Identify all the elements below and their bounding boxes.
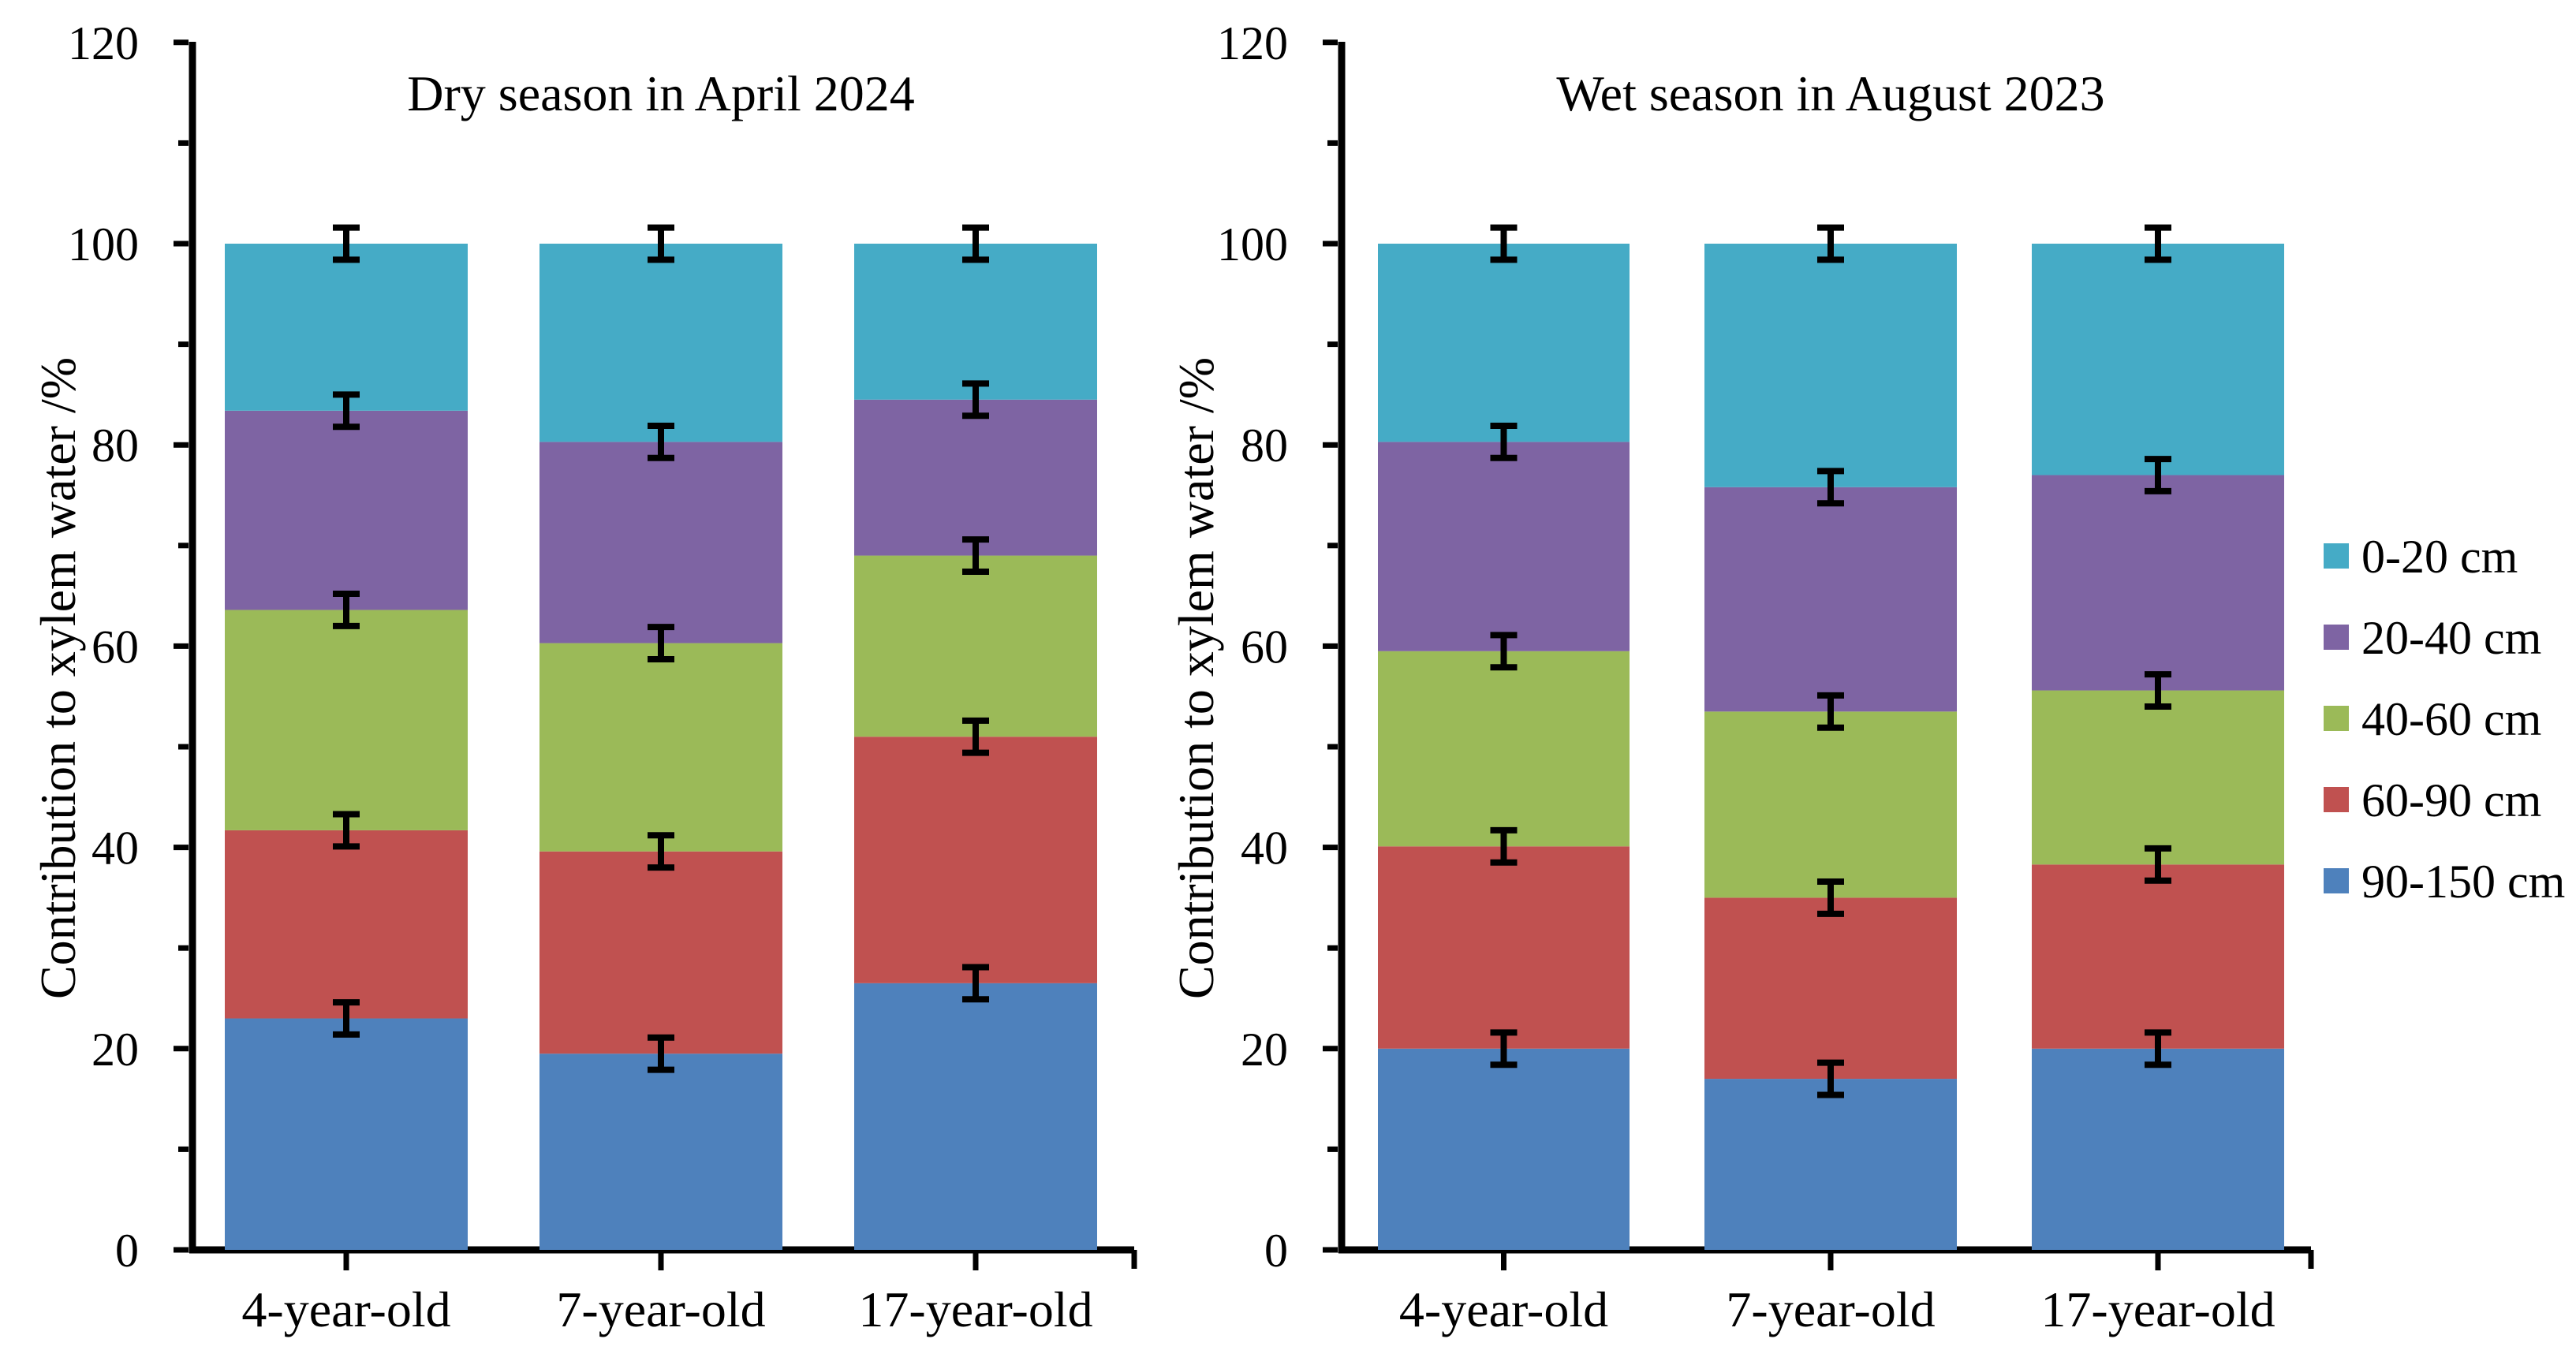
legend-label-90-150cm: 90-150 cm xyxy=(2361,856,2565,908)
legend-swatch-40-60cm xyxy=(2324,706,2349,731)
bar-segment-60-90cm xyxy=(1378,846,1630,1049)
x-category-label: 17-year-old xyxy=(2040,1281,2275,1337)
bar-segment-90-150cm xyxy=(854,983,1097,1250)
bar-segment-60-90cm xyxy=(539,851,782,1054)
bar-segment-90-150cm xyxy=(1378,1048,1630,1250)
y-axis-title-wet: Contribution to xylem water /% xyxy=(1168,357,1224,999)
bar-segment-20-40cm xyxy=(1704,487,1957,712)
bar-segment-90-150cm xyxy=(2032,1048,2284,1250)
bar-segment-20-40cm xyxy=(2032,475,2284,691)
bar-segment-60-90cm xyxy=(225,830,468,1019)
bar-segment-60-90cm xyxy=(854,737,1097,983)
y-tick-label: 20 xyxy=(91,1024,139,1076)
y-tick-label: 60 xyxy=(91,621,139,673)
legend-label-0-20cm: 0-20 cm xyxy=(2361,531,2518,583)
legend-swatch-60-90cm xyxy=(2324,787,2349,812)
panel-title-dry: Dry season in April 2024 xyxy=(407,65,915,121)
bar-segment-0-20cm xyxy=(2032,244,2284,476)
y-tick-label: 120 xyxy=(68,17,139,69)
legend-label-60-90cm: 60-90 cm xyxy=(2361,774,2541,826)
panel-dry: 0 20 40 60 80 100 120 4-year-old 7-year-old 17-ye… xyxy=(68,17,1137,1337)
bar-segment-90-150cm xyxy=(1704,1079,1957,1250)
y-tick-label: 120 xyxy=(1217,17,1288,69)
y-tick-label: 40 xyxy=(1241,822,1288,875)
bar-segment-40-60cm xyxy=(854,555,1097,737)
bar-segment-60-90cm xyxy=(2032,864,2284,1049)
legend-label-20-40cm: 20-40 cm xyxy=(2361,612,2541,664)
x-category-label: 4-year-old xyxy=(1399,1281,1608,1337)
legend-label-40-60cm: 40-60 cm xyxy=(2361,693,2541,745)
legend-swatch-20-40cm xyxy=(2324,625,2349,650)
bar-segment-0-20cm xyxy=(854,244,1097,400)
x-category-label: 4-year-old xyxy=(241,1281,450,1337)
y-axis-title-dry: Contribution to xylem water /% xyxy=(30,357,86,999)
bar-segment-20-40cm xyxy=(225,410,468,610)
x-category-label: 17-year-old xyxy=(858,1281,1092,1337)
x-category-label: 7-year-old xyxy=(1726,1281,1935,1337)
y-tick-label: 100 xyxy=(1217,218,1288,270)
bar-segment-40-60cm xyxy=(1704,711,1957,898)
y-tick-label: 0 xyxy=(1264,1225,1288,1277)
bar-segment-0-20cm xyxy=(539,244,782,442)
y-tick-label: 100 xyxy=(68,218,139,270)
legend-swatch-90-150cm xyxy=(2324,868,2349,893)
x-category-label: 7-year-old xyxy=(556,1281,765,1337)
legend-swatch-0-20cm xyxy=(2324,543,2349,569)
bar-segment-90-150cm xyxy=(539,1054,782,1250)
bar-segment-20-40cm xyxy=(539,442,782,643)
bar-segment-0-20cm xyxy=(225,244,468,411)
bar-segment-40-60cm xyxy=(2032,690,2284,865)
y-tick-label: 80 xyxy=(91,420,139,472)
legend: 0-20 cm 20-40 cm 40-60 cm 60-90 cm 90-15… xyxy=(2324,531,2565,908)
y-tick-label: 60 xyxy=(1241,621,1288,673)
bar-segment-0-20cm xyxy=(1704,244,1957,487)
panel-wet: 0 20 40 60 80 100 120 4-year-old 7-year-old 17-ye… xyxy=(1217,17,2314,1337)
y-tick-label: 80 xyxy=(1241,420,1288,472)
bar-segment-20-40cm xyxy=(1378,442,1630,651)
bar-segment-20-40cm xyxy=(854,399,1097,556)
panel-title-wet: Wet season in August 2023 xyxy=(1556,65,2104,121)
bar-segment-40-60cm xyxy=(539,643,782,852)
bar-segment-0-20cm xyxy=(1378,244,1630,442)
y-tick-label: 20 xyxy=(1241,1024,1288,1076)
y-tick-label: 40 xyxy=(91,822,139,875)
y-tick-label: 0 xyxy=(115,1225,139,1277)
bar-segment-90-150cm xyxy=(225,1018,468,1250)
bar-segment-60-90cm xyxy=(1704,897,1957,1080)
bar-segment-40-60cm xyxy=(225,610,468,830)
bar-segment-40-60cm xyxy=(1378,651,1630,847)
